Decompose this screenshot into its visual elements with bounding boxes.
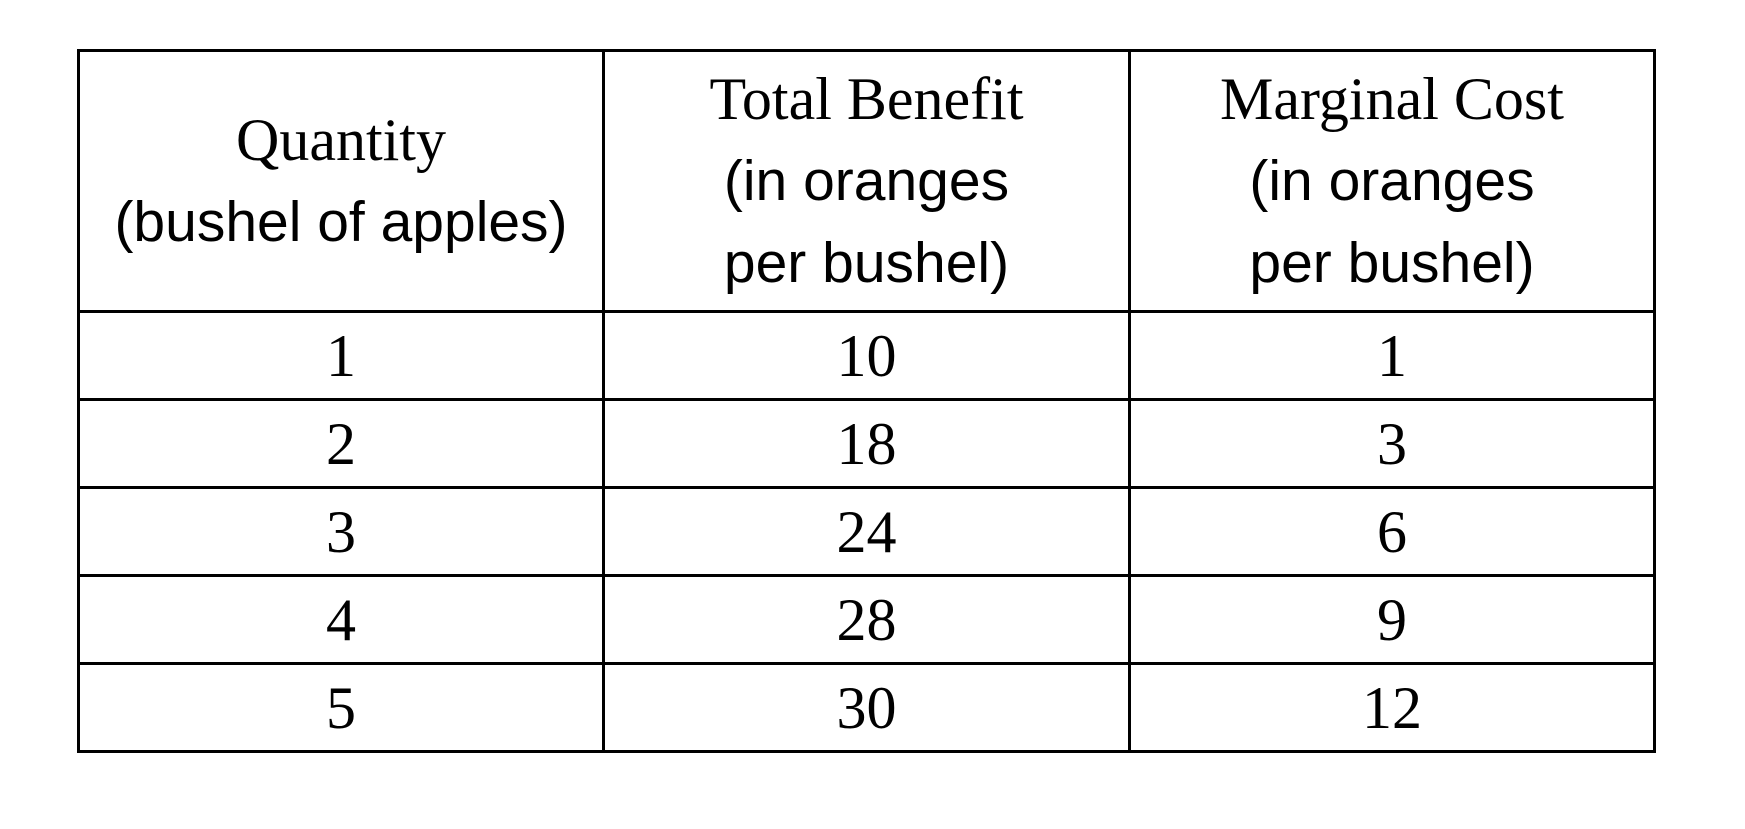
table-cell: 30 bbox=[602, 662, 1131, 753]
table-cell: 24 bbox=[602, 486, 1131, 577]
table-cell: 4 bbox=[77, 574, 605, 665]
column-title: Marginal Cost bbox=[1220, 66, 1564, 132]
table-cell: 3 bbox=[1128, 398, 1656, 489]
table-cell: 10 bbox=[602, 310, 1131, 401]
table-cell: 3 bbox=[77, 486, 605, 577]
table-row: 4 28 9 bbox=[77, 574, 1656, 665]
table-cell: 9 bbox=[1128, 574, 1656, 665]
table-row: 2 18 3 bbox=[77, 398, 1656, 489]
column-subtitle: (bushel of apples) bbox=[114, 190, 568, 254]
column-header-quantity: Quantity (bushel of apples) bbox=[77, 49, 605, 313]
column-subtitle: (in oranges per bushel) bbox=[1249, 149, 1535, 295]
column-header-marginal-cost: Marginal Cost (in oranges per bushel) bbox=[1128, 49, 1656, 313]
table-row: 1 10 1 bbox=[77, 310, 1656, 401]
table-cell: 5 bbox=[77, 662, 605, 753]
header-row: Quantity (bushel of apples) Total Benefi… bbox=[77, 49, 1656, 313]
benefit-cost-table: Quantity (bushel of apples) Total Benefi… bbox=[77, 49, 1656, 753]
table-row: 3 24 6 bbox=[77, 486, 1656, 577]
table-cell: 1 bbox=[1128, 310, 1656, 401]
column-title: Total Benefit bbox=[709, 66, 1024, 132]
column-header-total-benefit: Total Benefit (in oranges per bushel) bbox=[602, 49, 1131, 313]
table-cell: 6 bbox=[1128, 486, 1656, 577]
column-title: Quantity bbox=[236, 107, 446, 173]
column-subtitle: (in oranges per bushel) bbox=[723, 149, 1010, 295]
table-cell: 1 bbox=[77, 310, 605, 401]
table-cell: 28 bbox=[602, 574, 1131, 665]
table-cell: 2 bbox=[77, 398, 605, 489]
table-cell: 12 bbox=[1128, 662, 1656, 753]
table-cell: 18 bbox=[602, 398, 1131, 489]
table-row: 5 30 12 bbox=[77, 662, 1656, 753]
